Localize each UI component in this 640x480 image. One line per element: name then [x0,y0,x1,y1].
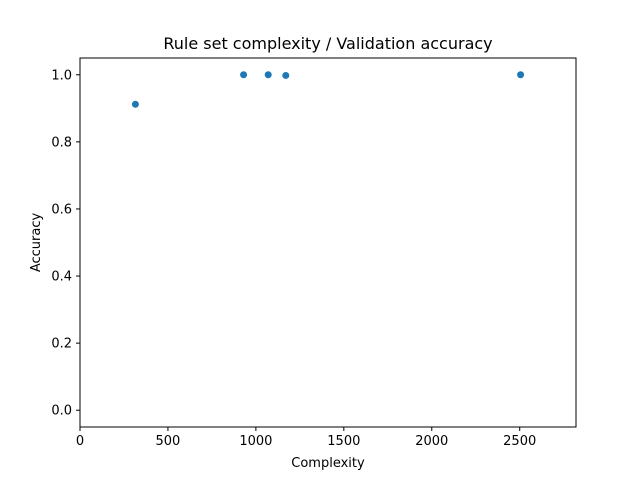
x-tick-label: 1000 [239,434,272,449]
y-tick-label: 0.2 [51,337,72,352]
data-point [517,71,525,79]
y-tick-label: 0.6 [51,202,72,217]
y-tick-label: 0.4 [51,270,72,285]
plot-frame [79,57,577,428]
data-point [240,71,248,79]
y-axis-label: Accuracy [29,213,44,273]
x-tick-label: 500 [156,434,181,449]
data-point [282,71,290,79]
x-tick-label: 2000 [415,434,448,449]
data-points [131,71,525,108]
x-axis-label: Complexity [291,456,365,471]
y-tick-label: 0.8 [51,135,72,150]
x-tick-label: 1500 [327,434,360,449]
data-point [264,71,272,79]
x-tick-label: 0 [76,434,84,449]
chart-title: Rule set complexity / Validation accurac… [163,34,492,53]
y-axis-ticks: 0.0 0.2 0.4 0.6 0.8 1.0 [51,68,80,419]
y-tick-label: 1.0 [51,68,72,83]
x-axis-ticks: 0 500 1000 1500 2000 2500 [76,427,536,449]
x-tick-label: 2500 [503,434,536,449]
data-point [131,100,139,108]
y-tick-label: 0.0 [51,404,72,419]
